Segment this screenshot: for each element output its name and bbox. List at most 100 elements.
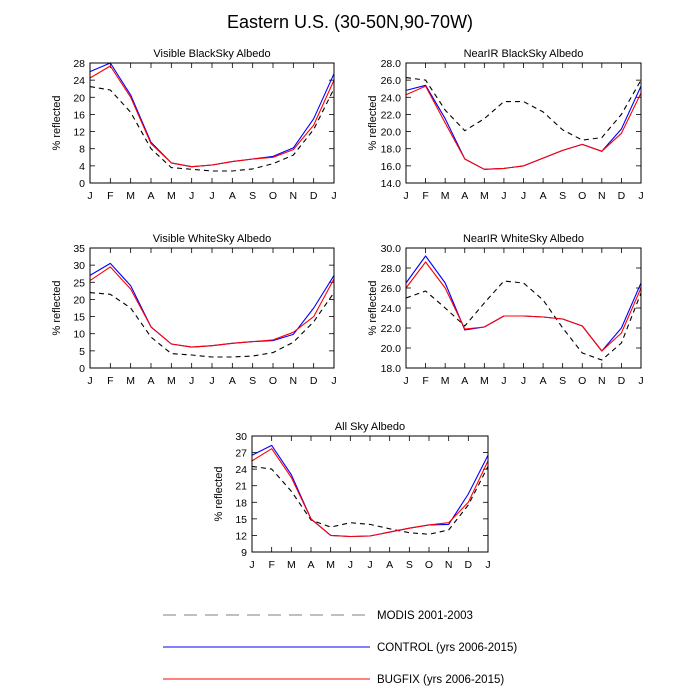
plot-frame xyxy=(89,247,335,369)
x-tick-label: J xyxy=(638,375,643,387)
y-tick-label: 8 xyxy=(79,144,85,156)
y-tick-label: 12 xyxy=(73,127,85,139)
legend-label: MODIS 2001-2003 xyxy=(377,610,473,622)
x-tick-label: A xyxy=(147,375,154,387)
legend: MODIS 2001-2003 CONTROL (yrs 2006-2015) BU… xyxy=(163,610,517,686)
chart-panel-1: Visible BlackSky Albedo % reflected 0 4 8 12 1… xyxy=(51,48,337,202)
y-tick-label: 0 xyxy=(79,363,85,375)
y-axis-label: % reflected xyxy=(367,95,379,150)
y-tick-label: 24 xyxy=(73,75,85,87)
x-tick-label: N xyxy=(598,190,606,202)
x-tick-label: J xyxy=(521,375,526,387)
x-tick-label: D xyxy=(618,190,626,202)
x-tick-label: A xyxy=(540,190,547,202)
plot-frame xyxy=(405,62,642,184)
chart-panel-4: NearIR WhiteSky Albedo % reflected 18.0 20.… xyxy=(367,233,644,387)
x-tick-label: J xyxy=(87,190,92,202)
y-tick-label: 5 xyxy=(79,346,85,358)
y-tick-label: 24 xyxy=(235,464,247,476)
y-tick-label: 18 xyxy=(235,497,247,509)
y-tick-label: 30 xyxy=(235,431,247,443)
x-tick-label: A xyxy=(461,190,468,202)
y-tick-label: 27 xyxy=(235,448,247,460)
y-tick-label: 10 xyxy=(73,329,85,341)
x-tick-label: J xyxy=(209,375,214,387)
x-tick-label: J xyxy=(638,190,643,202)
x-tick-label: F xyxy=(422,375,428,387)
x-tick-label: J xyxy=(403,375,408,387)
series-line-modis xyxy=(89,292,335,358)
x-tick-label: A xyxy=(229,375,236,387)
x-tick-label: A xyxy=(461,375,468,387)
x-tick-label: J xyxy=(403,190,408,202)
series-line-control xyxy=(405,255,642,352)
y-tick-label: 25 xyxy=(73,277,85,289)
x-tick-label: F xyxy=(107,375,113,387)
x-tick-label: D xyxy=(465,559,473,571)
x-tick-label: O xyxy=(578,190,586,202)
x-tick-label: M xyxy=(480,375,489,387)
panel-title: Visible WhiteSky Albedo xyxy=(153,233,271,245)
y-axis-label: % reflected xyxy=(51,280,63,335)
y-tick-label: 18.0 xyxy=(381,363,402,375)
x-tick-label: O xyxy=(269,190,277,202)
series-line-bugfix xyxy=(89,266,335,348)
x-tick-label: J xyxy=(249,559,254,571)
y-tick-label: 15 xyxy=(73,312,85,324)
series-line-control xyxy=(405,84,642,170)
y-tick-label: 9 xyxy=(241,547,247,559)
x-tick-label: N xyxy=(445,559,453,571)
y-tick-label: 16 xyxy=(73,109,85,121)
y-axis-label: % reflected xyxy=(213,466,225,521)
y-tick-label: 16.0 xyxy=(381,161,402,173)
y-tick-label: 12 xyxy=(235,530,247,542)
x-tick-label: M xyxy=(441,190,450,202)
y-tick-label: 18.0 xyxy=(381,144,402,156)
x-tick-label: J xyxy=(501,190,506,202)
chart-panel-2: NearIR BlackSky Albedo % reflected 14.0 16.… xyxy=(367,48,644,202)
y-tick-label: 28 xyxy=(73,58,85,70)
series-line-modis xyxy=(251,465,489,535)
y-tick-label: 24.0 xyxy=(381,303,402,315)
series-line-bugfix xyxy=(405,85,642,170)
chart-panel-3: Visible WhiteSky Albedo % reflected 0 5 10 15… xyxy=(51,233,337,387)
x-tick-label: S xyxy=(406,559,413,571)
x-tick-label: J xyxy=(331,190,336,202)
x-tick-label: J xyxy=(189,375,194,387)
x-tick-label: S xyxy=(249,375,256,387)
x-tick-label: J xyxy=(87,375,92,387)
series-line-control xyxy=(251,444,489,538)
series-line-modis xyxy=(89,86,335,172)
plot-frame xyxy=(251,435,489,553)
chart-panel-5: All Sky Albedo % reflected 9 12 15 18 21 24 27 30… xyxy=(213,421,491,571)
x-tick-label: N xyxy=(598,375,606,387)
series-line-bugfix xyxy=(251,448,489,538)
x-tick-label: S xyxy=(249,190,256,202)
y-tick-label: 0 xyxy=(79,178,85,190)
x-tick-label: M xyxy=(480,190,489,202)
series-line-bugfix xyxy=(405,261,642,352)
y-tick-label: 21 xyxy=(235,481,247,493)
y-tick-label: 26.0 xyxy=(381,75,402,87)
y-tick-label: 22.0 xyxy=(381,323,402,335)
x-tick-label: J xyxy=(189,190,194,202)
x-tick-label: M xyxy=(167,190,176,202)
x-tick-label: J xyxy=(209,190,214,202)
y-tick-label: 35 xyxy=(73,243,85,255)
y-tick-label: 20.0 xyxy=(381,343,402,355)
x-tick-label: J xyxy=(331,375,336,387)
y-tick-label: 26.0 xyxy=(381,283,402,295)
x-tick-label: J xyxy=(501,375,506,387)
x-tick-label: M xyxy=(126,375,135,387)
x-tick-label: N xyxy=(290,190,298,202)
y-tick-label: 20 xyxy=(73,294,85,306)
x-tick-label: D xyxy=(618,375,626,387)
y-tick-label: 30 xyxy=(73,260,85,272)
panel-title: All Sky Albedo xyxy=(335,421,405,433)
y-axis-label: % reflected xyxy=(51,95,63,150)
plot-frame xyxy=(405,247,642,369)
x-tick-label: F xyxy=(268,559,274,571)
y-tick-label: 28.0 xyxy=(381,58,402,70)
x-tick-label: M xyxy=(126,190,135,202)
